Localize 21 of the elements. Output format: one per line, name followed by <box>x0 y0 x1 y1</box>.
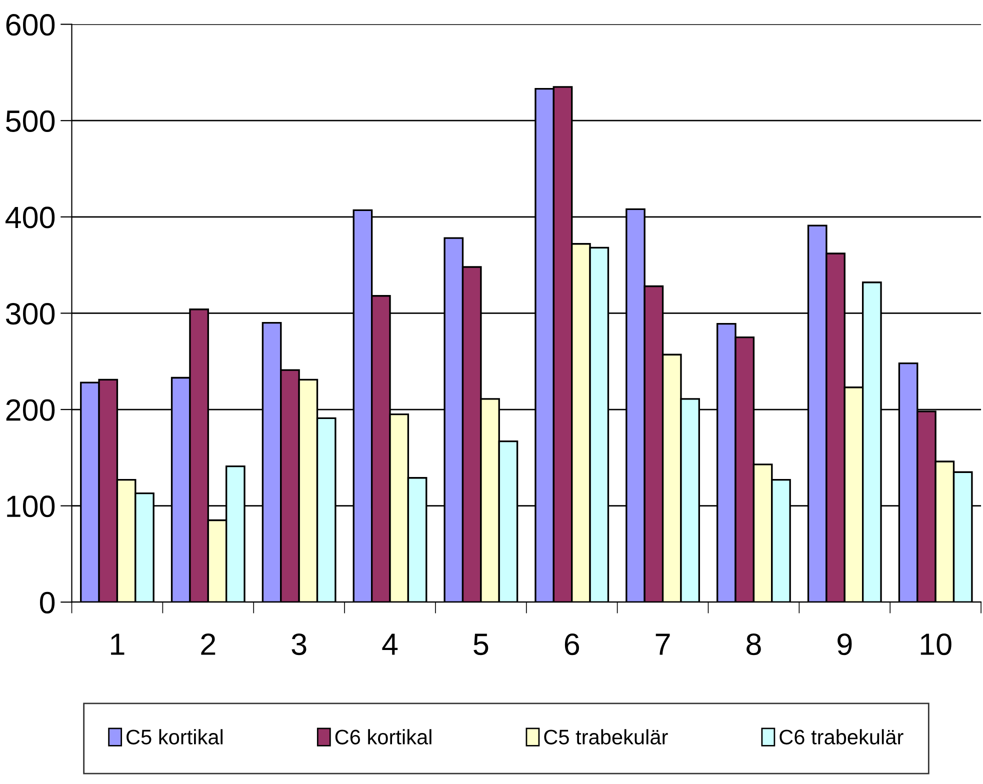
y-tick-label: 200 <box>6 399 55 421</box>
x-tick-label: 9 <box>838 633 852 656</box>
x-tick-label: 5 <box>474 634 488 656</box>
y-tick-label: 300 <box>6 302 55 325</box>
x-tick-label: 4 <box>382 634 398 655</box>
y-tick-label: 500 <box>6 110 55 132</box>
x-tick-label: 6 <box>564 633 580 656</box>
legend-label: C5 kortikal <box>126 729 223 744</box>
x-tick-label: 1 <box>111 634 124 655</box>
x-tick-label: 10 <box>920 633 952 656</box>
y-tick-label: 100 <box>7 496 55 518</box>
y-tick-label: 400 <box>6 206 55 228</box>
x-tick-label: 3 <box>292 633 306 656</box>
x-tick-label: 7 <box>656 634 670 655</box>
y-tick-label: 600 <box>6 14 55 36</box>
legend-label: C6 kortikal <box>335 729 432 744</box>
x-tick-label: 8 <box>746 633 761 656</box>
legend-label: C6 trabekulär <box>780 729 904 744</box>
y-tick-label: 0 <box>40 592 55 614</box>
legend-label: C5 trabekulär <box>544 729 668 744</box>
x-tick-label: 2 <box>201 633 216 655</box>
